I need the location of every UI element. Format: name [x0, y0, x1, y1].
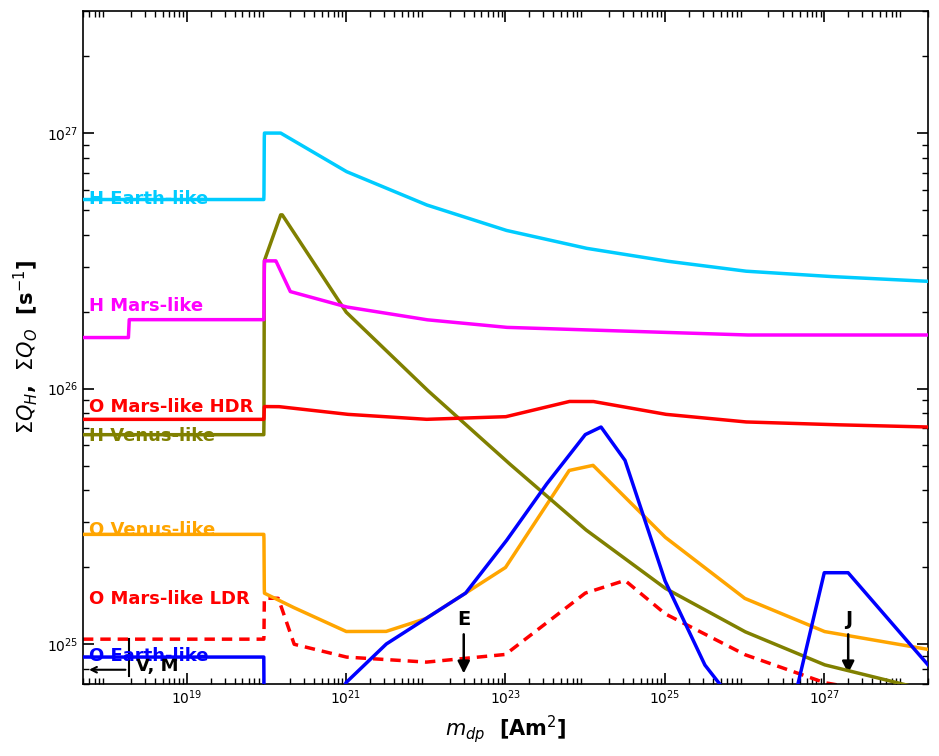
- X-axis label: $m_{dp}$  [Am$^2$]: $m_{dp}$ [Am$^2$]: [445, 713, 566, 745]
- Text: O Venus-like: O Venus-like: [89, 521, 215, 539]
- Text: H Venus-like: H Venus-like: [89, 427, 215, 445]
- Text: H Earth-like: H Earth-like: [89, 191, 208, 209]
- Text: V, M: V, M: [136, 657, 178, 675]
- Y-axis label: $\Sigma Q_H$,  $\Sigma Q_O$  [s$^{-1}$]: $\Sigma Q_H$, $\Sigma Q_O$ [s$^{-1}$]: [11, 261, 39, 435]
- Text: E: E: [457, 610, 470, 671]
- Text: J: J: [843, 610, 854, 671]
- Text: O Mars-like LDR: O Mars-like LDR: [89, 590, 250, 609]
- Text: O Mars-like HDR: O Mars-like HDR: [89, 398, 254, 416]
- Text: H Mars-like: H Mars-like: [89, 297, 204, 315]
- Text: O Earth-like: O Earth-like: [89, 647, 208, 665]
